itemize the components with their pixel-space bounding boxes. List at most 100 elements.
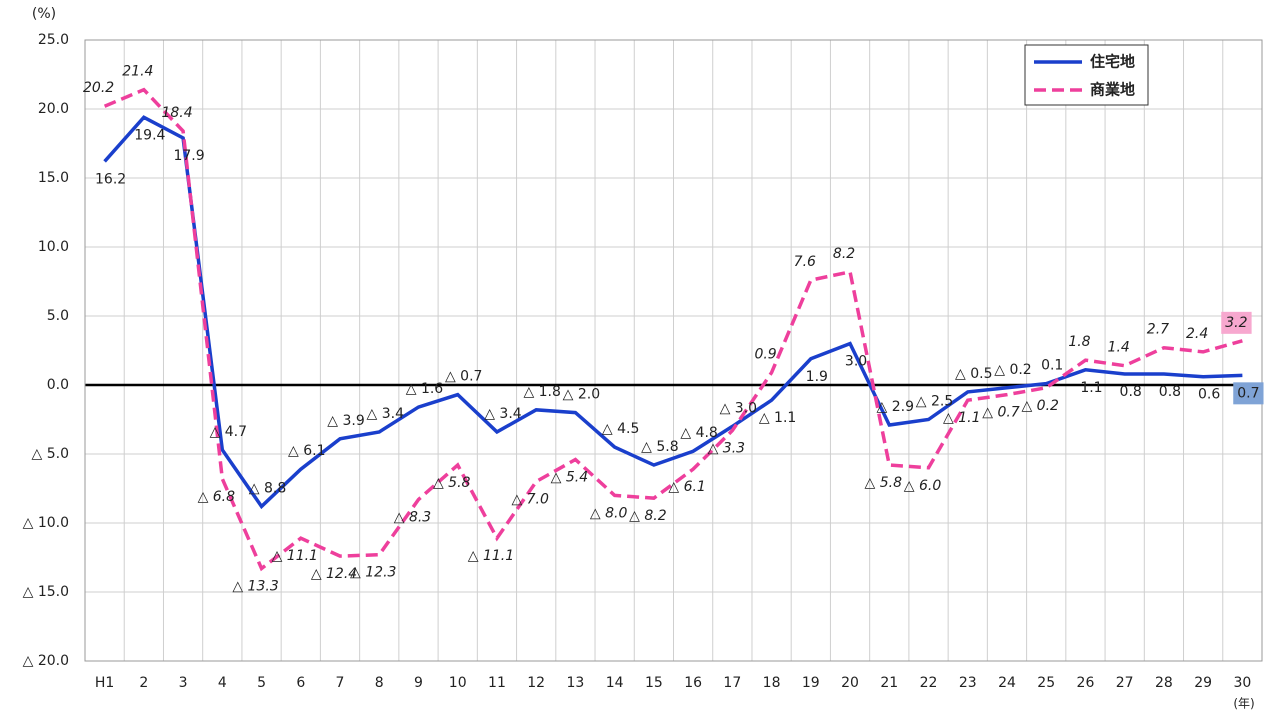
data-label: 19.4	[134, 127, 165, 143]
series-line	[103, 87, 1243, 572]
x-tick-label: 11	[488, 675, 506, 691]
data-label: △ 3.0	[720, 400, 757, 416]
x-tick-label: 9	[414, 675, 423, 691]
y-tick-label: △ 10.0	[23, 515, 69, 531]
data-label: 0.6	[1198, 387, 1220, 403]
x-tick-label: 27	[1116, 675, 1134, 691]
data-label: 3.0	[845, 354, 867, 370]
y-unit: (%)	[32, 6, 56, 22]
data-label: △ 3.4	[484, 406, 522, 422]
x-tick-label: 14	[606, 675, 624, 691]
plot-border	[84, 39, 1263, 662]
data-label: 1.1	[1080, 380, 1102, 396]
y-tick-label: △ 15.0	[23, 584, 69, 600]
x-tick-label: 26	[1077, 675, 1095, 691]
data-label: 0.9	[754, 347, 776, 363]
data-label: △ 6.1	[288, 443, 325, 459]
x-tick-label: 8	[375, 675, 384, 691]
data-label: 1.8	[1068, 334, 1090, 350]
y-tick-label: 0.0	[47, 377, 69, 393]
data-label: △ 5.8	[865, 475, 903, 491]
x-tick-label: 12	[527, 675, 545, 691]
data-label: △ 5.4	[551, 470, 588, 486]
data-label: △ 4.5	[602, 421, 639, 437]
data-label: △ 8.0	[590, 505, 628, 521]
data-label: 2.4	[1186, 326, 1208, 342]
data-label: △ 0.2	[994, 362, 1031, 378]
x-tick-label: 23	[959, 675, 977, 691]
legend-label: 住宅地	[1090, 53, 1135, 71]
data-label: 21.4	[122, 64, 153, 80]
legend-box	[1024, 44, 1149, 106]
x-tick-label: 24	[998, 675, 1016, 691]
x-tick-label: 19	[802, 675, 820, 691]
data-label: △ 1.6	[406, 381, 444, 397]
x-tick-label: 15	[645, 675, 663, 691]
data-label: △ 4.7	[210, 424, 247, 440]
y-tick-label: △ 5.0	[32, 446, 69, 462]
data-label: 0.1	[1041, 358, 1063, 374]
data-label: △ 11.1	[272, 548, 318, 564]
data-label: 1.9	[806, 369, 828, 385]
data-label: 3.2	[1225, 315, 1247, 331]
x-tick-label: 20	[841, 675, 859, 691]
x-tick-label: 16	[684, 675, 702, 691]
data-label: △ 13.3	[232, 579, 278, 595]
data-label: △ 7.0	[511, 492, 549, 508]
x-tick-label: 13	[567, 675, 585, 691]
x-tick-label: 6	[296, 675, 305, 691]
x-tick-label: 2	[139, 675, 148, 691]
data-label: △ 11.1	[468, 548, 514, 564]
data-label: △ 2.9	[877, 399, 914, 415]
x-tick-label: 21	[880, 675, 898, 691]
data-label: 8.2	[833, 246, 855, 262]
y-tick-label: 20.0	[38, 101, 69, 117]
data-label: △ 6.1	[668, 479, 705, 495]
x-tick-label: 5	[257, 675, 266, 691]
data-label: △ 0.2	[1021, 398, 1059, 414]
label-highlight	[1221, 311, 1252, 334]
data-label: △ 0.5	[955, 366, 992, 382]
x-tick-label: 18	[763, 675, 781, 691]
data-label: 2.7	[1147, 322, 1169, 338]
data-label: △ 6.0	[904, 478, 942, 494]
x-tick-label: H1	[95, 675, 114, 691]
x-tick-label: 30	[1233, 675, 1251, 691]
x-tick-label: 29	[1194, 675, 1212, 691]
y-tick-label: △ 20.0	[23, 653, 69, 669]
data-label: 18.4	[161, 105, 192, 121]
y-tick-label: 15.0	[38, 170, 69, 186]
data-label: 7.6	[794, 254, 816, 270]
data-label: △ 0.7	[445, 369, 482, 385]
data-label: 1.4	[1108, 340, 1130, 356]
x-unit: (年)	[1233, 697, 1254, 711]
x-tick-label: 4	[218, 675, 227, 691]
y-tick-label: 5.0	[47, 308, 69, 324]
data-label: △ 8.2	[629, 508, 667, 524]
data-label: 0.7	[1237, 385, 1259, 401]
data-label: △ 4.8	[680, 425, 717, 441]
x-tick-label: 28	[1155, 675, 1173, 691]
data-label: △ 6.8	[198, 489, 236, 505]
x-tick-label: 10	[449, 675, 467, 691]
data-label: △ 5.8	[433, 475, 471, 491]
data-label: △ 8.8	[249, 480, 286, 496]
data-label: △ 2.0	[563, 387, 600, 403]
legend-label: 商業地	[1090, 81, 1135, 99]
data-label: △ 3.3	[708, 441, 745, 457]
x-tick-label: 22	[920, 675, 938, 691]
data-label: 0.8	[1159, 384, 1181, 400]
y-tick-label: 10.0	[38, 239, 69, 255]
data-label: △ 3.9	[327, 413, 364, 429]
data-label: △ 3.4	[367, 406, 405, 422]
data-label: 0.8	[1120, 384, 1142, 400]
x-tick-label: 7	[336, 675, 345, 691]
data-label: △ 1.1	[759, 410, 796, 426]
x-tick-label: 25	[1037, 675, 1055, 691]
data-label: △ 1.8	[523, 384, 560, 400]
data-label: △ 12.4	[311, 566, 357, 582]
data-label: △ 12.3	[350, 565, 396, 581]
data-label: △ 5.8	[641, 439, 678, 455]
data-label: △ 2.5	[916, 394, 953, 410]
